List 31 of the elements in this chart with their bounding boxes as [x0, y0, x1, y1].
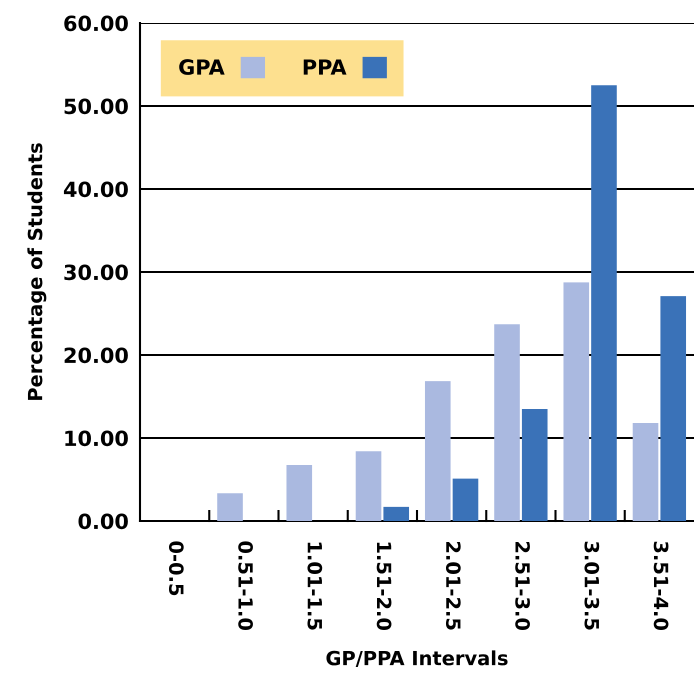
x-tick-label: 3.51-4.0	[654, 542, 668, 630]
y-tick-label: 30.00	[64, 264, 128, 280]
x-axis-title: GP/PPA Intervals	[326, 650, 508, 667]
x-tick-label: 0.51-1.0	[238, 541, 253, 630]
legend-label: PPA	[304, 59, 346, 75]
y-tick-label: 10.00	[65, 430, 128, 446]
bar	[286, 464, 312, 521]
bar	[494, 324, 520, 521]
bar	[632, 423, 658, 521]
bar	[660, 296, 686, 521]
bar	[452, 478, 478, 521]
y-tick-label: 60.00	[64, 15, 128, 32]
y-tick-label: 0.00	[78, 513, 128, 530]
bar	[356, 451, 382, 521]
x-tick-label: 1.51-2.0	[376, 542, 392, 630]
y-tick-label: 20.00	[64, 347, 128, 364]
legend-label: GPA	[179, 59, 225, 75]
bar	[591, 85, 617, 521]
y-tick-label: 40.00	[64, 181, 128, 198]
x-tick-label: 1.01-1.5	[307, 542, 322, 630]
y-axis-title: Percentage of Students	[27, 143, 46, 400]
bar	[383, 506, 410, 521]
x-tick-label: 0-0.5	[168, 541, 184, 596]
x-tick-label: 3.01-3.5	[584, 542, 600, 630]
y-tick-label: 50.00	[64, 98, 128, 114]
x-tick-label: 2.51-3.0	[515, 542, 530, 630]
bar	[217, 493, 243, 521]
bar	[522, 408, 548, 521]
bar	[424, 381, 451, 521]
bar	[563, 282, 590, 521]
x-tick-label: 2.01-2.5	[446, 542, 461, 630]
